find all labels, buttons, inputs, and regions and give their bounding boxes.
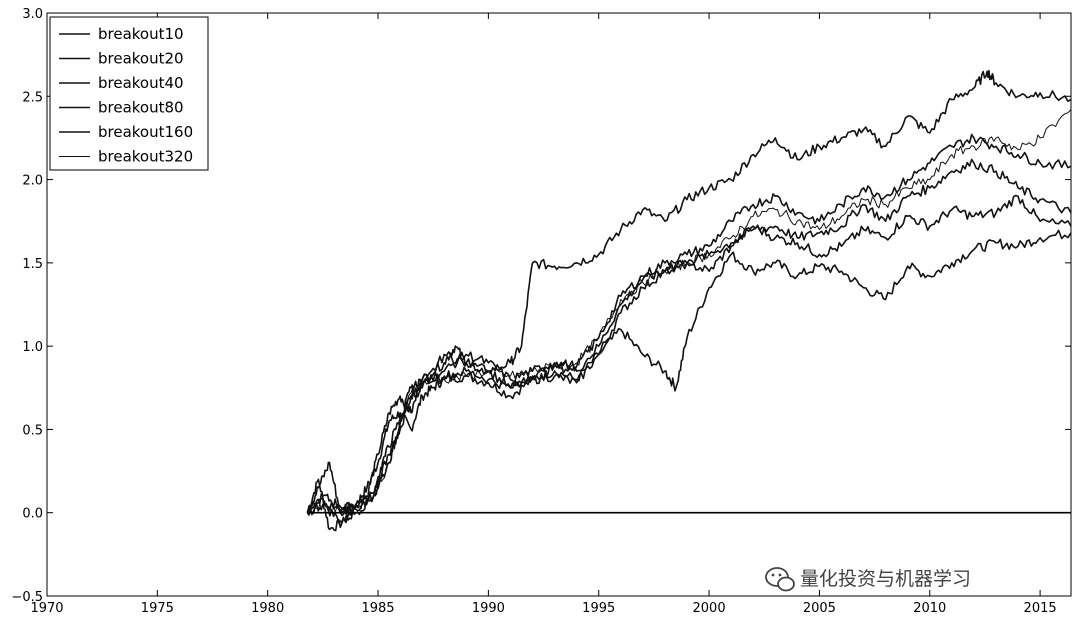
- series-line-breakout10: [306, 229, 1072, 532]
- y-tick-label: 1.5: [22, 257, 43, 272]
- series-line-breakout320: [307, 109, 1072, 516]
- x-tick-label: 2010: [913, 601, 946, 616]
- legend-label-breakout40: breakout40: [98, 74, 184, 92]
- y-tick-label: 1.0: [22, 340, 43, 355]
- legend-label-breakout10: breakout10: [98, 25, 184, 43]
- series-line-breakout160: [306, 133, 1072, 517]
- legend-box: [49, 16, 209, 171]
- series-group: [306, 69, 1072, 532]
- x-tick-label: 2005: [803, 601, 836, 616]
- y-tick-label: 2.5: [22, 90, 43, 105]
- x-tick-label: 1970: [30, 601, 63, 616]
- y-axis: −0.5 0.0 0.5 1.0 1.5 2.0 2.5 3.0: [11, 7, 1071, 605]
- y-tick-label: 2.0: [22, 174, 43, 189]
- y-tick-label: 3.0: [22, 7, 43, 22]
- wechat-icon: [765, 567, 795, 592]
- x-tick-label: 2015: [1024, 601, 1057, 616]
- y-tick-label: 0.0: [22, 507, 43, 522]
- legend-label-breakout320: breakout320: [98, 148, 193, 166]
- x-tick-label: 1995: [582, 601, 615, 616]
- watermark-text: 量化投资与机器学习: [800, 568, 971, 590]
- x-axis: 1970 1975 1980 1985 1990 1995 2000 2005 2010 2015: [30, 13, 1057, 616]
- legend: breakout10 breakout20 breakout40 breakout80…: [49, 16, 209, 171]
- legend-label-breakout160: breakout160: [98, 123, 193, 141]
- series-line-breakout40: [306, 194, 1072, 514]
- x-tick-label: 2000: [693, 601, 726, 616]
- series-line-breakout80: [306, 158, 1072, 524]
- plot-frame: [46, 12, 1072, 597]
- series-line-breakout20: [306, 69, 1072, 515]
- y-tick-label: −0.5: [11, 590, 43, 605]
- x-tick-label: 1990: [472, 601, 505, 616]
- x-tick-label: 1985: [361, 601, 394, 616]
- legend-label-breakout20: breakout20: [98, 50, 184, 68]
- y-tick-label: 0.5: [22, 423, 43, 438]
- x-tick-label: 1980: [251, 601, 284, 616]
- legend-label-breakout80: breakout80: [98, 99, 184, 117]
- watermark: 量化投资与机器学习: [765, 567, 971, 592]
- x-tick-label: 1975: [141, 601, 174, 616]
